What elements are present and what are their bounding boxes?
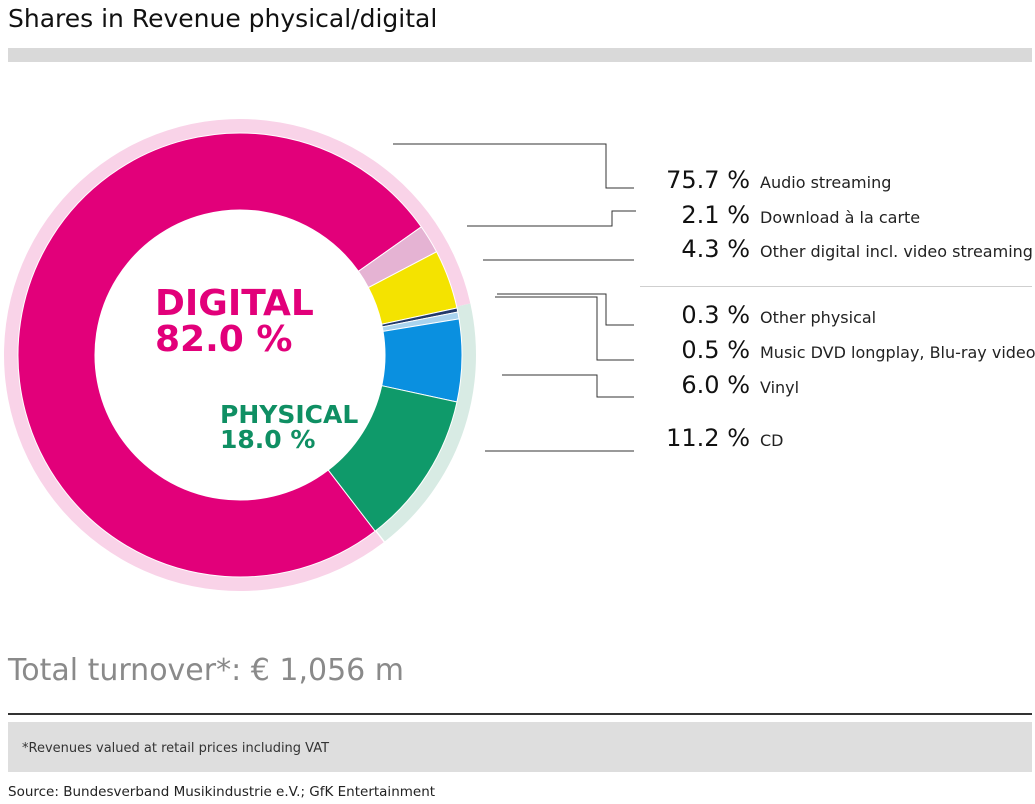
physical-name: PHYSICAL xyxy=(220,400,359,429)
legend-value: 6.0 % xyxy=(681,371,750,399)
legend-label: Other physical xyxy=(760,308,877,327)
legend-value: 11.2 % xyxy=(666,424,750,452)
donut-chart xyxy=(3,119,636,592)
legend-row: 0.3 % Other physical xyxy=(640,301,876,331)
physical-pct: 18.0 % xyxy=(220,425,316,454)
total-turnover: Total turnover*: € 1,056 m xyxy=(8,653,405,688)
legend-row: 2.1 % Download à la carte xyxy=(640,201,920,231)
leader-line-5 xyxy=(502,374,634,398)
legend-label: Music DVD longplay, Blu-ray video xyxy=(760,343,1035,362)
legend-label: Vinyl xyxy=(760,378,800,397)
legend-row: 6.0 % Vinyl xyxy=(640,371,799,401)
legend-value: 4.3 % xyxy=(681,235,750,263)
slice-6 xyxy=(327,385,458,532)
leader-line-1 xyxy=(467,210,636,227)
digital-name: DIGITAL xyxy=(155,283,314,324)
legend-value: 75.7 % xyxy=(666,166,750,194)
footnote-box xyxy=(8,722,1032,772)
legend-label: Other digital incl. video streaming xyxy=(760,242,1033,261)
legend-label: Audio streaming xyxy=(760,173,892,192)
chart-title: Shares in Revenue physical/digital xyxy=(8,4,438,33)
legend-value: 0.3 % xyxy=(681,301,750,329)
digital-pct: 82.0 % xyxy=(155,319,293,360)
source-note: Source: Bundesverband Musikindustrie e.V… xyxy=(8,784,436,800)
leader-line-0 xyxy=(393,143,634,189)
leader-line-4 xyxy=(495,296,634,361)
legend-value: 0.5 % xyxy=(681,336,750,364)
footnote: *Revenues valued at retail prices includ… xyxy=(22,741,330,756)
legend-row: 0.5 % Music DVD longplay, Blu-ray video xyxy=(640,336,1035,366)
divider-rule xyxy=(8,713,1032,715)
legend-label: CD xyxy=(760,431,784,450)
legend-row: 75.7 % Audio streaming xyxy=(640,166,891,196)
digital-center-label: DIGITAL 82.0 % xyxy=(155,286,314,358)
physical-center-label: PHYSICAL 18.0 % xyxy=(220,402,358,452)
legend-value: 2.1 % xyxy=(681,201,750,229)
legend-row: 11.2 % CD xyxy=(640,424,784,454)
legend-label: Download à la carte xyxy=(760,208,921,227)
slice-0 xyxy=(17,132,422,578)
leader-line-3 xyxy=(497,293,634,326)
title-bar xyxy=(8,48,1032,62)
group-ring-physical xyxy=(375,303,476,542)
legend-divider xyxy=(640,286,1032,287)
legend-row: 4.3 % Other digital incl. video streamin… xyxy=(640,235,1033,265)
